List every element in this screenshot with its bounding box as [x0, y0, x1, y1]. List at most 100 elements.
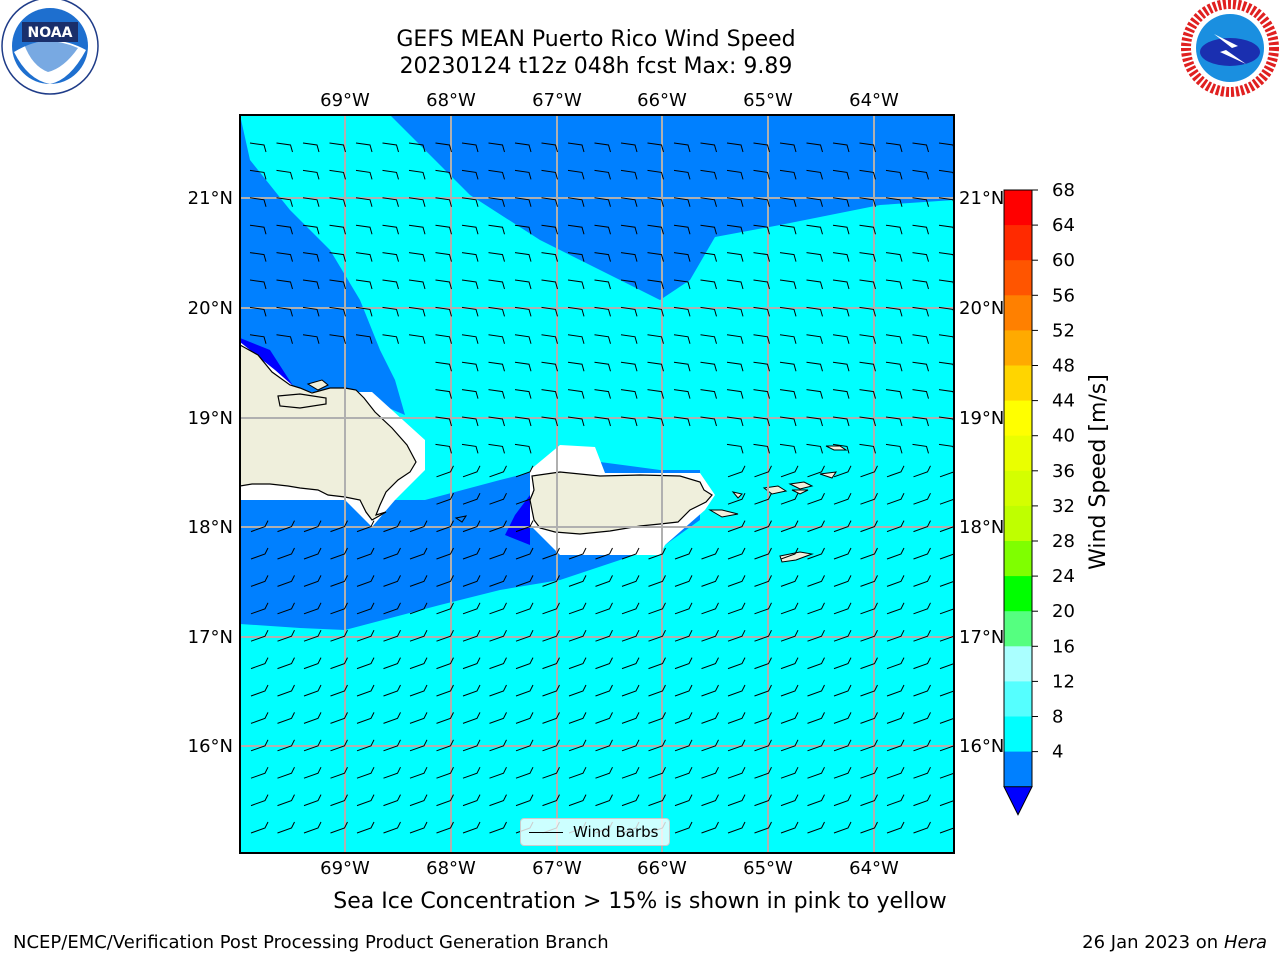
- lon-labels-top: 69°W 68°W 67°W 66°W 65°W 64°W: [320, 90, 899, 111]
- wind-barb: [913, 739, 931, 752]
- wind-barb: [833, 465, 852, 478]
- wind-barb: [541, 169, 558, 180]
- wind-barb: [700, 389, 717, 399]
- wind-barb: [859, 389, 876, 399]
- wind-barb: [383, 766, 401, 779]
- wind-barbs-legend: Wind Barbs: [520, 818, 670, 846]
- wind-barb: [833, 575, 852, 587]
- wind-barb: [779, 252, 797, 262]
- wind-barb: [436, 794, 454, 807]
- wind-barb: [435, 224, 452, 235]
- wind-barb: [515, 629, 534, 642]
- wind-barb: [514, 279, 532, 290]
- lon-label: 68°W: [426, 90, 476, 111]
- wind-barb: [594, 169, 611, 180]
- wind-barb: [250, 794, 269, 807]
- wind-barb: [330, 547, 348, 560]
- colorbar-under-arrow: [1003, 786, 1033, 816]
- wind-barb: [329, 224, 346, 235]
- wind-barb: [701, 739, 719, 752]
- wind-barb: [726, 416, 744, 427]
- wind-barb: [885, 142, 903, 153]
- wind-barb: [807, 547, 825, 560]
- wind-barb: [860, 575, 878, 587]
- wind-barb: [303, 684, 322, 697]
- wind-barb: [302, 169, 320, 180]
- wind-barb: [886, 821, 905, 834]
- wind-barb: [727, 794, 746, 807]
- wind-barb: [249, 252, 267, 262]
- wind-barb: [514, 169, 532, 180]
- wind-barb: [329, 334, 346, 344]
- wind-barb: [567, 306, 585, 317]
- wind-barb: [356, 629, 375, 642]
- wind-barb: [886, 657, 905, 670]
- wind-barb: [542, 629, 560, 642]
- wind-barb: [701, 684, 719, 697]
- wind-barb: [673, 224, 691, 235]
- wind-barb: [912, 361, 929, 372]
- wind-barb: [726, 224, 744, 235]
- wind-barb: [832, 224, 850, 235]
- wind-barb: [435, 252, 452, 262]
- colorbar-tick-label: 28: [1052, 531, 1075, 552]
- wind-barb: [885, 306, 903, 317]
- wind-barb: [620, 279, 638, 290]
- wind-barb: [912, 443, 929, 454]
- wind-barb: [461, 197, 479, 207]
- wind-barb: [779, 279, 797, 290]
- wind-barb: [673, 334, 691, 344]
- wind-barb: [408, 252, 426, 262]
- wind-barb: [753, 416, 770, 427]
- wind-barb: [462, 794, 481, 807]
- noaa-logo: NOAA: [1, 0, 99, 95]
- wind-barb: [727, 547, 746, 560]
- colorbar-segment: [1004, 751, 1032, 788]
- wind-barb: [250, 547, 269, 560]
- colorbar-segment: [1004, 611, 1032, 647]
- wind-barb: [567, 197, 585, 207]
- wind-barb: [567, 142, 585, 153]
- wind-barb: [726, 334, 744, 344]
- wind-barb: [886, 794, 905, 807]
- wind-barb: [779, 334, 797, 344]
- wind-barb: [330, 602, 348, 615]
- wind-barb: [595, 739, 613, 752]
- wind-barb: [462, 629, 481, 642]
- wind-barb: [647, 361, 664, 372]
- wind-barb: [355, 169, 373, 180]
- wind-barb: [515, 657, 534, 670]
- wind-barb: [726, 197, 744, 207]
- wind-barb: [277, 766, 295, 779]
- wind-barb: [859, 169, 876, 180]
- wind-barb: [779, 389, 797, 399]
- wind-barb: [276, 306, 293, 317]
- wind-barb: [356, 821, 375, 834]
- wind-barb: [701, 794, 719, 807]
- wind-barb: [780, 684, 799, 697]
- wind-barb: [833, 602, 852, 615]
- lat-labels-right: 21°N 20°N 19°N 18°N 17°N 16°N: [959, 188, 1004, 757]
- wind-barb: [885, 389, 903, 399]
- wind-barb: [754, 465, 772, 478]
- wind-barb: [383, 520, 401, 533]
- wind-barb: [753, 306, 770, 317]
- wind-barb: [860, 712, 878, 724]
- footer-date: 26 Jan 2023 on Hera: [1082, 932, 1267, 953]
- wind-barb: [780, 602, 799, 615]
- wind-barb: [859, 252, 876, 262]
- wind-barb: [302, 306, 320, 317]
- wind-barb: [488, 443, 505, 454]
- wind-barb: [832, 197, 850, 207]
- wind-barb: [461, 389, 479, 399]
- wind-barb: [408, 224, 426, 235]
- wind-barb: [886, 492, 905, 505]
- wind-barb: [489, 684, 507, 697]
- wind-barb: [727, 821, 746, 834]
- wind-barb: [303, 547, 322, 560]
- wind-barb: [754, 657, 772, 670]
- wind-barb: [780, 547, 799, 560]
- wind-barb: [859, 224, 876, 235]
- wind-barb: [567, 224, 585, 235]
- wind-barb: [700, 334, 717, 344]
